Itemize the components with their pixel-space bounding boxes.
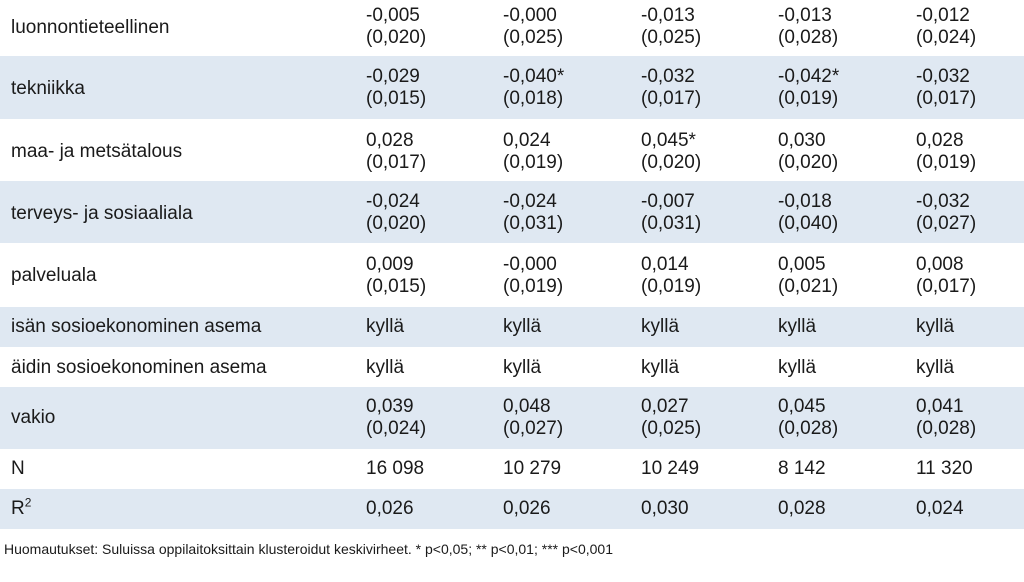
table-cell: kyllä <box>503 316 542 337</box>
table-cell: 0,005 (0,021) <box>778 254 839 297</box>
table-cell: -0,024 (0,031) <box>503 191 564 234</box>
table-cell: 0,028 <box>778 498 826 519</box>
table-cell: -0,024 (0,020) <box>366 191 427 234</box>
table-cell: kyllä <box>916 316 955 337</box>
table-cell: 0,009 (0,015) <box>366 254 427 297</box>
table-cell: 0,026 <box>503 498 551 519</box>
table-cell: 11 320 <box>916 458 973 479</box>
table-cell: kyllä <box>503 357 542 378</box>
row-label: tekniikka <box>11 78 85 99</box>
table-row: äidin sosioekonominen asema kyllä kyllä … <box>0 347 1024 387</box>
table-cell: -0,018 (0,040) <box>778 191 839 234</box>
table-cell: 0,026 <box>366 498 414 519</box>
table-cell: kyllä <box>778 316 817 337</box>
row-label: vakio <box>11 407 56 428</box>
table-cell: 0,028 (0,019) <box>916 130 977 173</box>
table-cell: -0,032 (0,017) <box>641 66 702 109</box>
row-label: maa- ja metsätalous <box>11 141 183 162</box>
row-label: äidin sosioekonominen asema <box>11 357 267 378</box>
table-cell: -0,005 (0,020) <box>366 5 427 48</box>
table-cell: 0,030 <box>641 498 689 519</box>
table-cell: 0,008 (0,017) <box>916 254 977 297</box>
table-footnote: Huomautukset: Suluissa oppilaitoksittain… <box>4 541 613 557</box>
table-cell: 0,045 (0,028) <box>778 396 839 439</box>
table-row: vakio 0,039 (0,024) 0,048 (0,027) 0,027 (0,… <box>0 387 1024 449</box>
table-cell: 0,041 (0,028) <box>916 396 977 439</box>
table-cell: -0,000 (0,025) <box>503 5 564 48</box>
table-cell: 0,048 (0,027) <box>503 396 564 439</box>
table-row: palveluala 0,009 (0,015) -0,000 (0,019) 0,… <box>0 243 1024 307</box>
table-cell: 0,030 (0,020) <box>778 130 839 173</box>
table-row: terveys- ja sosiaaliala -0,024 (0,020) -0… <box>0 181 1024 243</box>
row-label: R2 <box>11 495 32 520</box>
table-row: isän sosioekonominen asema kyllä kyllä k… <box>0 307 1024 347</box>
table-cell: -0,000 (0,019) <box>503 254 564 297</box>
table-cell: 0,027 (0,025) <box>641 396 702 439</box>
table-cell: -0,007 (0,031) <box>641 191 702 234</box>
row-label: N <box>11 458 25 479</box>
row-label: palveluala <box>11 265 97 286</box>
table-cell: -0,012 (0,024) <box>916 5 977 48</box>
table-cell: kyllä <box>916 357 955 378</box>
table-cell: 8 142 <box>778 458 826 479</box>
table-cell: 16 098 <box>366 458 425 479</box>
row-label: terveys- ja sosiaaliala <box>11 203 193 224</box>
table-row: maa- ja metsätalous 0,028 (0,017) 0,024 (0… <box>0 119 1024 181</box>
table-cell: 10 249 <box>641 458 700 479</box>
table-cell: -0,042* (0,019) <box>778 66 840 109</box>
table-cell: kyllä <box>778 357 817 378</box>
table-cell: -0,032 (0,017) <box>916 66 977 109</box>
table-cell: kyllä <box>366 316 405 337</box>
table-cell: -0,029 (0,015) <box>366 66 427 109</box>
table-cell: kyllä <box>641 357 680 378</box>
table-cell: 10 279 <box>503 458 562 479</box>
table-cell: kyllä <box>641 316 680 337</box>
table-cell: 0,028 (0,017) <box>366 130 427 173</box>
table-cell: -0,013 (0,028) <box>778 5 839 48</box>
table-cell: -0,032 (0,027) <box>916 191 977 234</box>
table-cell: 0,045* (0,020) <box>641 130 702 173</box>
table-row: R2 0,026 0,026 0,030 0,028 0,024 <box>0 489 1024 529</box>
row-label: luonnontieteellinen <box>11 17 170 38</box>
r-squared-superscript: 2 <box>24 495 32 510</box>
table-cell: 0,024 (0,019) <box>503 130 564 173</box>
row-label: isän sosioekonominen asema <box>11 316 262 337</box>
table-cell: 0,024 <box>916 498 964 519</box>
table-cell: kyllä <box>366 357 405 378</box>
table-cell: -0,040* (0,018) <box>503 66 565 109</box>
table-row: tekniikka -0,029 (0,015) -0,040* (0,018) -… <box>0 56 1024 119</box>
table-row: N 16 098 10 279 10 249 8 142 11 320 <box>0 449 1024 489</box>
table-cell: 0,039 (0,024) <box>366 396 427 439</box>
table-cell: -0,013 (0,025) <box>641 5 702 48</box>
table-row: luonnontieteellinen -0,005 (0,020) -0,000… <box>0 0 1024 56</box>
table-cell: 0,014 (0,019) <box>641 254 702 297</box>
r-squared-label: R <box>11 498 25 519</box>
